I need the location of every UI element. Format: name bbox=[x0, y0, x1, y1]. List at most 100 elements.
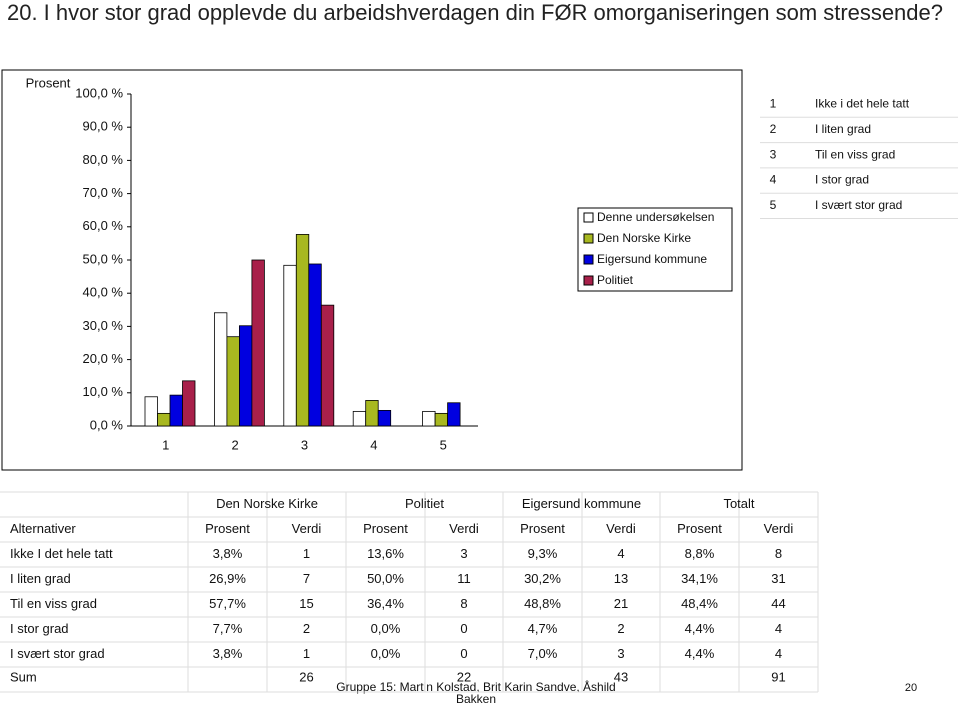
table-cell: 3 bbox=[460, 546, 467, 561]
table-group-header: Politiet bbox=[405, 496, 444, 511]
table-column-header: Prosent bbox=[520, 521, 565, 536]
table-sum-value: 26 bbox=[299, 669, 313, 684]
table-sum-value: 91 bbox=[771, 669, 785, 684]
bar bbox=[352, 410, 367, 427]
table-column-header: Verdi bbox=[292, 521, 322, 536]
bar bbox=[182, 380, 196, 427]
key-number: 4 bbox=[770, 173, 777, 187]
table-cell: 7,0% bbox=[528, 646, 558, 661]
table-sum-value: 43 bbox=[614, 669, 628, 684]
table-cell: 31 bbox=[771, 571, 785, 586]
table-column-header: Prosent bbox=[677, 521, 722, 536]
y-tick-label: 60,0 % bbox=[83, 218, 124, 233]
bar bbox=[157, 412, 171, 427]
table-cell: 11 bbox=[457, 571, 471, 586]
table-column-header: Verdi bbox=[764, 521, 794, 536]
bar bbox=[320, 304, 335, 427]
key-number: 3 bbox=[770, 147, 777, 161]
bar bbox=[308, 263, 322, 427]
y-axis-label: Prosent bbox=[26, 75, 71, 90]
bar bbox=[377, 409, 392, 427]
footer-line: Bakken bbox=[456, 692, 496, 706]
table-cell: 50,0% bbox=[367, 571, 404, 586]
key-number: 1 bbox=[770, 97, 777, 111]
table-cell: 13 bbox=[614, 571, 628, 586]
bar bbox=[251, 259, 265, 427]
footer-line: Gruppe 15: Martin Kolstad, Brit Karin Sa… bbox=[336, 679, 615, 694]
table-sum-value: 22 bbox=[457, 669, 471, 684]
table-cell: 8,8% bbox=[685, 546, 715, 561]
table-cell: 4 bbox=[617, 546, 624, 561]
bar bbox=[144, 396, 158, 427]
key-label: Ikke i det hele tatt bbox=[815, 97, 910, 111]
table-cell: 44 bbox=[771, 596, 785, 611]
table-cell: 57,7% bbox=[209, 596, 246, 611]
table-cell: I stor grad bbox=[10, 621, 69, 636]
key-label: I svært stor grad bbox=[815, 198, 902, 212]
table-cell: 7,7% bbox=[213, 621, 243, 636]
key-number: 5 bbox=[770, 198, 777, 212]
x-tick-label: 5 bbox=[440, 437, 447, 452]
table-cell: 2 bbox=[617, 621, 624, 636]
table-cell: 9,3% bbox=[528, 546, 558, 561]
legend-label: Eigersund kommune bbox=[597, 252, 707, 266]
bar bbox=[295, 234, 310, 427]
bar bbox=[422, 410, 436, 427]
y-tick-label: 10,0 % bbox=[83, 384, 124, 399]
bar bbox=[434, 412, 449, 427]
table-column-header: Prosent bbox=[363, 521, 408, 536]
table-cell: 4,7% bbox=[528, 621, 558, 636]
key-number: 2 bbox=[770, 122, 777, 136]
table-column-header: Verdi bbox=[449, 521, 479, 536]
table-cell: 3,8% bbox=[213, 546, 243, 561]
table-cell: 21 bbox=[614, 596, 628, 611]
table-cell: 3 bbox=[617, 646, 624, 661]
legend-swatch bbox=[583, 275, 594, 286]
table-cell: 4 bbox=[775, 621, 782, 636]
y-tick-label: 0,0 % bbox=[90, 417, 124, 432]
x-tick-label: 1 bbox=[162, 437, 169, 452]
legend-swatch bbox=[583, 254, 594, 265]
table-cell: 36,4% bbox=[367, 596, 404, 611]
legend-swatch bbox=[583, 212, 594, 223]
table-cell: 15 bbox=[299, 596, 313, 611]
table-cell: 4,4% bbox=[685, 646, 715, 661]
y-tick-label: 20,0 % bbox=[83, 351, 124, 366]
table-cell: 26,9% bbox=[209, 571, 246, 586]
table-cell: I svært stor grad bbox=[10, 646, 105, 661]
table-cell: 0,0% bbox=[371, 621, 401, 636]
table-cell: 1 bbox=[303, 546, 310, 561]
legend-label: Politiet bbox=[597, 273, 634, 287]
legend-box bbox=[577, 207, 733, 292]
table-cell: 48,8% bbox=[524, 596, 561, 611]
y-tick-label: 40,0 % bbox=[83, 285, 124, 300]
y-tick-label: 80,0 % bbox=[83, 152, 124, 167]
y-tick-label: 50,0 % bbox=[83, 251, 124, 266]
table-cell: 0,0% bbox=[371, 646, 401, 661]
table-sum-label: Sum bbox=[10, 669, 37, 684]
table-group-header: Den Norske Kirke bbox=[216, 496, 318, 511]
page-title: 20. I hvor stor grad opplevde du arbeids… bbox=[7, 0, 943, 25]
y-tick-label: 70,0 % bbox=[83, 185, 124, 200]
page-number: 20 bbox=[905, 682, 917, 694]
table-cell: 8 bbox=[775, 546, 782, 561]
table-column-header: Alternativer bbox=[10, 521, 76, 536]
table-cell: Ikke I det hele tatt bbox=[10, 546, 113, 561]
table-group-header: Eigersund kommune bbox=[522, 496, 641, 511]
table-cell: 0 bbox=[460, 621, 467, 636]
legend-label: Den Norske Kirke bbox=[597, 231, 691, 245]
key-label: I liten grad bbox=[815, 122, 871, 136]
bar bbox=[169, 394, 183, 427]
bar bbox=[447, 402, 461, 427]
y-tick-label: 100,0 % bbox=[75, 85, 123, 100]
table-cell: 34,1% bbox=[681, 571, 718, 586]
table-cell: 7 bbox=[303, 571, 310, 586]
table-column-header: Verdi bbox=[606, 521, 636, 536]
table-cell: Til en viss grad bbox=[10, 596, 97, 611]
bar bbox=[283, 264, 297, 427]
table-column-header: Prosent bbox=[205, 521, 250, 536]
x-tick-label: 2 bbox=[231, 437, 238, 452]
table-cell: 8 bbox=[460, 596, 467, 611]
x-tick-label: 3 bbox=[301, 437, 308, 452]
